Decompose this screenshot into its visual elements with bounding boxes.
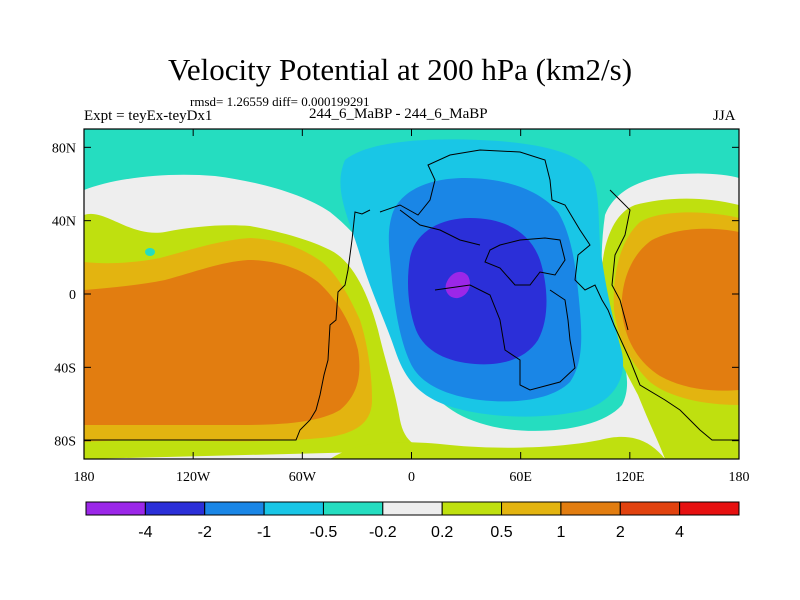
contour-band-east-strong [621,228,739,391]
colorbar-label: 0.5 [490,524,512,541]
x-tick-label: 0 [408,470,415,485]
coastline-inner-2 [434,284,576,391]
y-tick-label: 80S [54,435,76,450]
case-label: 244_6_MaBP - 244_6_MaBP [309,106,488,122]
colorbar-label: 0.2 [431,524,453,541]
colorbar-swatch [679,501,740,516]
colorbar-label: -0.5 [310,524,338,541]
stats-label: rmsd= 1.26559 diff= 0.000199291 [190,94,370,109]
colorbar-swatch [501,501,562,516]
colorbar-label: 4 [675,524,684,541]
contour-band-negative-strong [408,218,547,365]
colorbar-label: -2 [198,524,212,541]
x-tick-label: 180 [74,470,95,485]
x-tick-label: 120W [176,470,211,485]
colorbar-swatch [619,501,681,516]
y-tick-label: 40S [54,361,76,376]
contour-band-negative-extreme [445,271,470,299]
colorbar-swatch [85,501,146,516]
map-plot-area [83,128,740,460]
y-tick-label: 0 [69,288,76,303]
y-tick-label: 80N [52,141,76,156]
colorbar-label: 1 [556,524,565,541]
contour-band-spot [145,248,155,256]
colorbar-label: -4 [138,524,152,541]
coastline-group [84,149,739,441]
colorbar-swatch [322,501,384,516]
coastline-inner-3 [399,209,481,246]
colorbar-label: -0.2 [369,524,397,541]
colorbar-swatch [144,501,206,516]
x-tick-label: 180 [729,470,750,485]
colorbar-swatch [560,501,621,516]
colorbar: -4 -2 -1 -0.5 -0.2 0.2 0.5 1 2 4 [85,501,740,541]
colorbar-swatch [204,501,265,516]
colorbar-label: -1 [257,524,271,541]
experiment-label: Expt = teyEx-teyDx1 [84,108,213,124]
contour-band-south-light [330,436,665,459]
coastline-americas [84,209,371,441]
coastline-east [609,189,631,331]
x-tick-label: 60E [509,470,532,485]
x-tick-label: 60W [289,470,317,485]
chart-title: Velocity Potential at 200 hPa (km2/s) [167,52,633,87]
coastline-inner-1 [484,237,566,286]
contour-band-west-strong [84,260,360,425]
colorbar-label: 2 [616,524,625,541]
x-tick-label: 120E [615,470,645,485]
axes-group: 180 120W 60W 0 60E 120E 180 80N 40N 0 40S 80S [52,129,750,485]
coastline-eurasia-africa [379,149,739,441]
colorbar-swatch [382,501,443,516]
season-label: JJA [713,108,736,124]
colorbar-swatch [263,501,324,516]
y-tick-label: 40N [52,215,76,230]
colorbar-swatch [441,501,503,516]
